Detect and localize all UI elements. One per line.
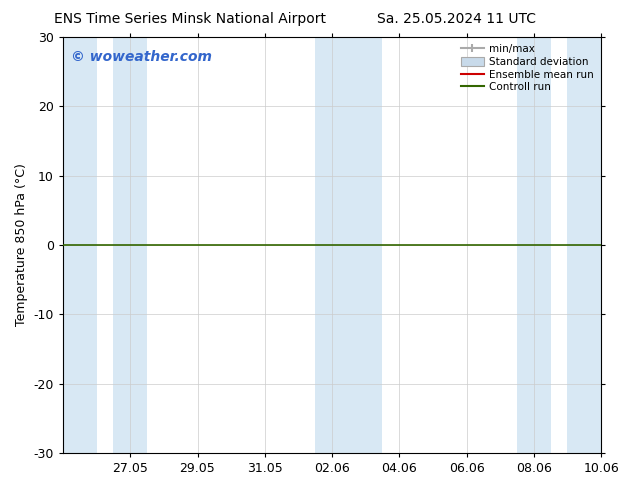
Legend: min/max, Standard deviation, Ensemble mean run, Controll run: min/max, Standard deviation, Ensemble me… [459, 42, 596, 95]
Bar [567, 37, 601, 453]
Bar [315, 37, 349, 453]
Text: Sa. 25.05.2024 11 UTC: Sa. 25.05.2024 11 UTC [377, 12, 536, 26]
Bar [63, 37, 96, 453]
Bar [113, 37, 147, 453]
Text: ENS Time Series Minsk National Airport: ENS Time Series Minsk National Airport [54, 12, 327, 26]
Bar [517, 37, 551, 453]
Text: © woweather.com: © woweather.com [71, 49, 212, 64]
Bar [349, 37, 382, 453]
Y-axis label: Temperature 850 hPa (°C): Temperature 850 hPa (°C) [15, 164, 28, 326]
